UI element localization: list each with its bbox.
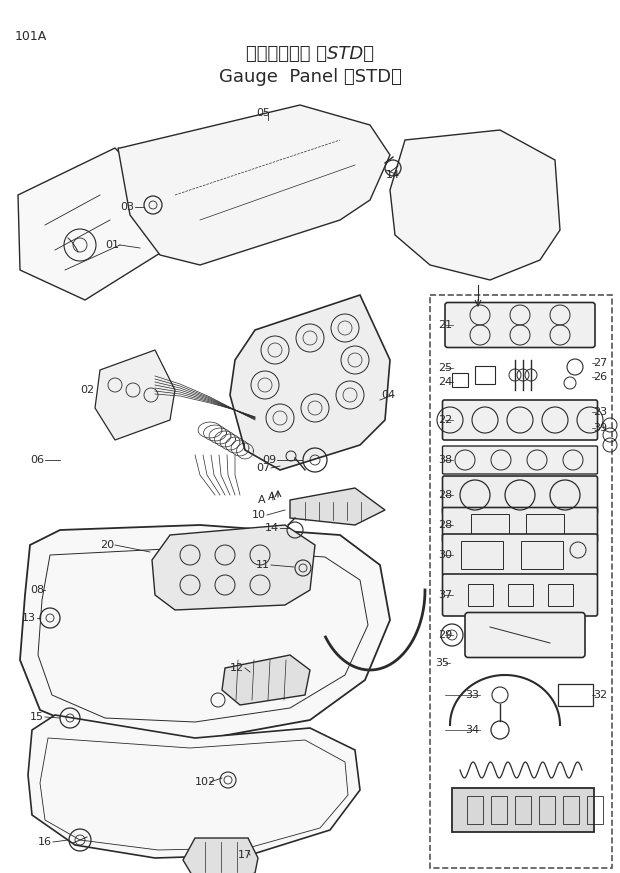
Polygon shape xyxy=(20,525,390,740)
Polygon shape xyxy=(95,350,175,440)
Bar xyxy=(508,584,533,606)
Text: 09: 09 xyxy=(262,455,276,465)
Text: 29: 29 xyxy=(438,630,452,640)
Polygon shape xyxy=(118,105,390,265)
Text: 04: 04 xyxy=(381,390,395,400)
Polygon shape xyxy=(390,130,560,280)
FancyBboxPatch shape xyxy=(443,534,598,576)
Bar xyxy=(587,796,603,824)
Text: 06: 06 xyxy=(30,455,44,465)
Bar xyxy=(491,796,507,824)
Text: 35: 35 xyxy=(435,658,449,668)
Text: 22: 22 xyxy=(438,415,452,425)
FancyBboxPatch shape xyxy=(445,303,595,347)
Polygon shape xyxy=(222,655,310,705)
Text: A: A xyxy=(268,492,276,502)
FancyBboxPatch shape xyxy=(443,400,598,440)
Text: A: A xyxy=(258,495,265,505)
Polygon shape xyxy=(152,525,315,610)
Text: 03: 03 xyxy=(120,202,134,212)
Bar xyxy=(521,541,563,569)
Text: 16: 16 xyxy=(38,837,52,847)
Text: 13: 13 xyxy=(22,613,36,623)
Text: 23: 23 xyxy=(593,407,607,417)
Text: 17: 17 xyxy=(238,850,252,860)
Text: 10: 10 xyxy=(252,510,266,520)
Text: 14: 14 xyxy=(386,170,400,180)
Text: 33: 33 xyxy=(465,690,479,700)
Bar xyxy=(475,366,495,384)
Text: 26: 26 xyxy=(593,372,607,382)
Text: 14: 14 xyxy=(265,523,279,533)
Bar xyxy=(547,584,572,606)
Text: 11: 11 xyxy=(256,560,270,570)
FancyBboxPatch shape xyxy=(443,507,598,542)
Text: 28: 28 xyxy=(438,520,452,530)
Text: 32: 32 xyxy=(593,690,607,700)
Text: 21: 21 xyxy=(438,320,452,330)
Text: 101A: 101A xyxy=(15,30,47,43)
Polygon shape xyxy=(290,488,385,525)
Text: 30: 30 xyxy=(438,550,452,560)
FancyBboxPatch shape xyxy=(443,446,598,474)
Polygon shape xyxy=(18,148,178,300)
Text: 102: 102 xyxy=(195,777,216,787)
Text: 12: 12 xyxy=(230,663,244,673)
Polygon shape xyxy=(512,625,528,640)
Text: 02: 02 xyxy=(80,385,94,395)
FancyBboxPatch shape xyxy=(443,574,598,616)
Text: ゲージパネル （STD）: ゲージパネル （STD） xyxy=(246,45,374,63)
Bar xyxy=(430,295,612,868)
Polygon shape xyxy=(452,788,594,832)
Bar xyxy=(467,796,483,824)
Text: 20: 20 xyxy=(100,540,114,550)
Bar xyxy=(563,796,579,824)
Bar xyxy=(526,514,564,536)
Bar xyxy=(515,796,531,824)
Text: 39: 39 xyxy=(593,423,607,433)
Text: 07: 07 xyxy=(256,463,270,473)
Polygon shape xyxy=(230,295,390,470)
Bar xyxy=(461,541,503,569)
Polygon shape xyxy=(28,715,360,858)
Text: 25: 25 xyxy=(438,363,452,373)
Text: 27: 27 xyxy=(593,358,607,368)
Text: Gauge  Panel （STD）: Gauge Panel （STD） xyxy=(219,68,401,86)
Text: 15: 15 xyxy=(30,712,44,722)
Bar xyxy=(557,684,593,706)
Bar xyxy=(452,373,468,387)
Polygon shape xyxy=(183,838,258,873)
Text: 01: 01 xyxy=(105,240,119,250)
Text: 05: 05 xyxy=(256,108,270,118)
Text: 08: 08 xyxy=(30,585,44,595)
Text: 28: 28 xyxy=(438,490,452,500)
Text: 38: 38 xyxy=(438,455,452,465)
FancyBboxPatch shape xyxy=(443,476,598,514)
Bar xyxy=(539,796,555,824)
Bar xyxy=(471,514,509,536)
Text: 37: 37 xyxy=(438,590,452,600)
Bar xyxy=(467,584,492,606)
Text: 24: 24 xyxy=(438,377,452,387)
Text: 34: 34 xyxy=(465,725,479,735)
FancyBboxPatch shape xyxy=(465,613,585,657)
